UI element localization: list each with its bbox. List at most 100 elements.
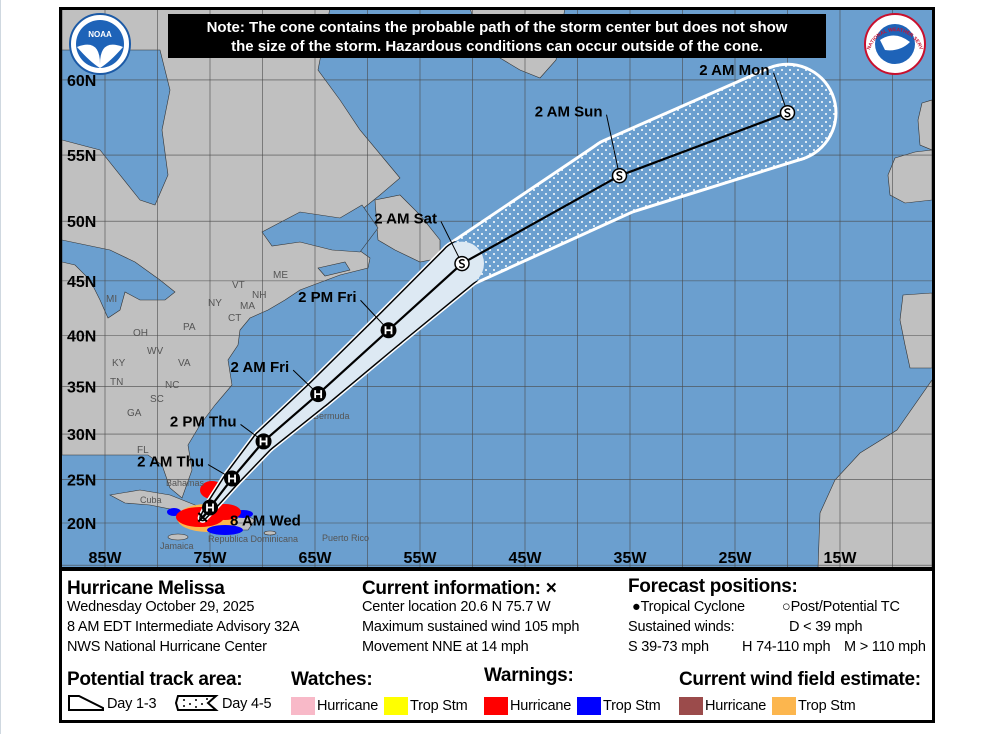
ts-watch-swatch <box>384 697 408 715</box>
map-legend: Potential track area: Day 1-3 Day 4-5 Wa… <box>59 659 935 723</box>
lon-label: 35W <box>614 550 648 567</box>
lat-label: 60N <box>67 73 96 90</box>
place-label: VA <box>178 358 191 369</box>
note-line-2: the size of the storm. Hazardous conditi… <box>231 38 763 55</box>
hurricane-marker-icon <box>310 386 327 403</box>
ts-warning-label: Trop Stm <box>603 698 661 714</box>
lat-label: 35N <box>67 379 96 396</box>
noaa-logo: NOAA <box>69 13 131 75</box>
day45-cone-icon <box>174 695 219 711</box>
place-label: ME <box>273 270 288 281</box>
track-area-title: Potential track area: <box>67 669 243 690</box>
ts-wind-label: Trop Stm <box>798 698 856 714</box>
hurricane-warning-swatch <box>484 697 508 715</box>
lon-label: 15W <box>824 550 858 567</box>
sustained-winds-label: Sustained winds: <box>628 619 735 635</box>
hurricane-watch-label: Hurricane <box>317 698 379 714</box>
storm-marker-icon <box>779 105 796 121</box>
hurricane-warning-label: Hurricane <box>510 698 572 714</box>
forecast-time-label: 2 PM Fri <box>298 289 356 306</box>
ts-warning-swatch <box>577 697 601 715</box>
lon-label: 25W <box>719 550 753 567</box>
label-leader-line <box>440 221 463 264</box>
forecast-time-label: 2 AM Fri <box>231 359 290 376</box>
forecast-time-label: 2 AM Mon <box>699 62 769 79</box>
place-label: FL <box>137 445 149 456</box>
forecast-positions-title: Forecast positions: <box>628 576 798 597</box>
ts-watch-label: Trop Stm <box>410 698 468 714</box>
place-label: SC <box>150 394 164 405</box>
place-label: VT <box>232 280 245 291</box>
wind-range-h: H 74-110 mph <box>742 639 831 655</box>
storm-marker-icon <box>611 167 628 184</box>
label-leader-line <box>606 114 620 176</box>
lat-label: 25N <box>67 472 96 489</box>
place-label: GA <box>127 408 142 419</box>
wind-range-d: D < 39 mph <box>789 619 863 635</box>
hurricane-marker-icon <box>380 322 397 339</box>
lon-label: 65W <box>299 550 333 567</box>
note-line-1: Note: The cone contains the probable pat… <box>207 19 788 36</box>
place-label: NC <box>165 380 179 391</box>
storm-marker-icon <box>454 255 470 272</box>
place-label: NY <box>208 298 222 309</box>
open-circle-icon: ○ <box>782 599 791 615</box>
warnings-title: Warnings: <box>484 665 574 686</box>
issuing-center: NWS National Hurricane Center <box>67 639 267 655</box>
hurricane-marker-icon <box>224 470 241 487</box>
place-label: Puerto Rico <box>322 533 369 543</box>
hurricane-wind-swatch <box>679 697 703 715</box>
forecast-time-label: 2 PM Thu <box>170 413 237 430</box>
noaa-logo-text: NOAA <box>88 30 112 39</box>
lon-label: 75W <box>194 550 228 567</box>
filled-circle-icon: ● <box>632 599 641 615</box>
place-label: Bahamas <box>166 478 205 488</box>
note-banner: Note: The cone contains the probable pat… <box>168 14 826 58</box>
current-info-title: Current information: × <box>362 578 557 599</box>
legend-post-tc: ○Post/Potential TC <box>782 599 900 615</box>
gulf-of-st-lawrence <box>261 204 379 253</box>
puerto-rico <box>263 530 277 536</box>
max-wind: Maximum sustained wind 105 mph <box>362 619 580 635</box>
movement: Movement NNE at 14 mph <box>362 639 529 655</box>
inland-water <box>62 49 379 319</box>
wind-range-s: S 39-73 mph <box>628 639 709 655</box>
legend-tropical-cyclone: ●Tropical Cyclone <box>632 599 745 615</box>
advisory-number: 8 AM EDT Intermediate Advisory 32A <box>67 619 300 635</box>
place-label: TN <box>110 377 123 388</box>
scotland <box>917 99 932 151</box>
day45-label: Day 4-5 <box>222 696 272 712</box>
wind-range-m: M > 110 mph <box>844 639 926 655</box>
forecast-track: 8 AM Wed 2 AM Thu 2 PM Thu 2 AM Fri 2 PM Fri… <box>137 62 796 529</box>
place-label: WV <box>147 346 163 357</box>
day13-label: Day 1-3 <box>107 696 157 712</box>
advisory-date: Wednesday October 29, 2025 <box>67 599 255 615</box>
place-label: OH <box>133 328 148 339</box>
hurricane-marker-icon <box>202 499 218 516</box>
axis-labels: 60N 55N 50N 45N 40N 35N 30N 25N 20N 85W 75W 65W 55W 4… <box>67 73 857 567</box>
ts-warning-area <box>207 525 243 535</box>
place-label: MI <box>106 294 117 305</box>
great-lakes <box>62 239 176 319</box>
place-label: KY <box>112 358 126 369</box>
place-label: Republica Dominicana <box>208 534 298 544</box>
place-label: NH <box>252 290 266 301</box>
bay-of-fundy <box>317 261 351 277</box>
place-label: MA <box>240 301 255 312</box>
place-label: Jamaica <box>160 541 194 551</box>
hudson-bay <box>62 49 171 206</box>
day13-cone-icon <box>68 695 104 711</box>
hurricane-marker-icon <box>255 433 272 450</box>
watches-title: Watches: <box>291 669 373 690</box>
center-location: Center location 20.6 N 75.7 W <box>362 599 551 615</box>
place-label: Bermuda <box>313 411 350 421</box>
hurricane-wind-label: Hurricane <box>705 698 767 714</box>
lat-label: 40N <box>67 329 96 346</box>
ireland <box>887 149 932 204</box>
current-position-marker: × <box>197 507 209 529</box>
forecast-time-label: 2 AM Sat <box>374 211 437 228</box>
place-label: Cuba <box>140 495 162 505</box>
ts-wind-swatch <box>772 697 796 715</box>
